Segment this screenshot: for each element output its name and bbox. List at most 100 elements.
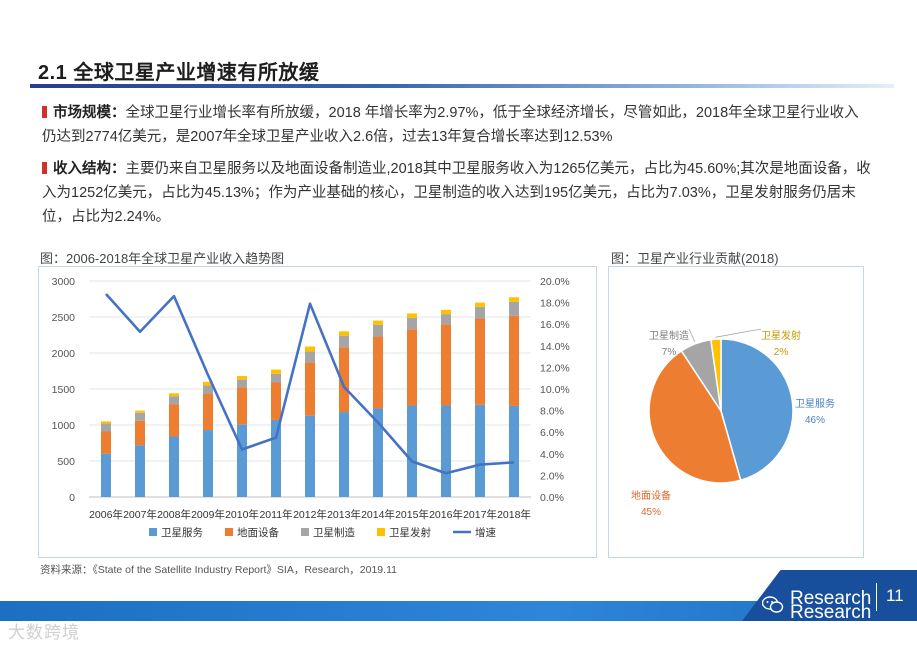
pie-label-value: 46% — [805, 415, 825, 426]
bar-segment-1 — [237, 388, 247, 425]
industry-share-pie: 卫星服务 46% 地面设备 45% 卫星制造 7% 卫星发射 2% — [609, 267, 863, 557]
bar-segment-0 — [339, 412, 349, 497]
bar-segment-1 — [135, 421, 145, 445]
y-tick-label: 3000 — [52, 276, 76, 288]
bar-segment-3 — [101, 421, 111, 423]
bar-segment-2 — [271, 374, 281, 383]
bar-segment-2 — [339, 336, 349, 348]
y2-tick-label: 10.0% — [540, 384, 570, 396]
bar-segment-2 — [441, 314, 451, 324]
bar-segment-1 — [475, 318, 485, 404]
legend-swatch-2 — [301, 528, 309, 536]
bar-segment-2 — [101, 424, 111, 432]
revenue-structure-label: 收入结构： — [53, 161, 126, 177]
y-tick-label: 2000 — [52, 348, 76, 360]
bar-segment-0 — [203, 430, 213, 497]
pie-label-value: 7% — [662, 347, 677, 358]
pie-label-name: 卫星制造 — [649, 329, 689, 342]
logo-text-echo: Research — [790, 603, 871, 622]
bar-segment-0 — [305, 416, 315, 497]
pie-label-name: 地面设备 — [631, 489, 671, 502]
page-number: 11 — [886, 586, 904, 606]
revenue-trend-chart: 0 500 1000 1500 2000 2500 3000 0.0% 2.0% 4.0% 6.0%… — [39, 267, 596, 557]
pie-label-name: 卫星服务 — [795, 397, 835, 410]
source-note: 资料来源：《State of the Satellite Industry Re… — [40, 562, 397, 577]
bar-segment-1 — [407, 329, 417, 405]
x-tick-label: 2011年 — [259, 508, 292, 521]
y2-tick-label: 16.0% — [540, 319, 570, 331]
x-tick-label: 2017年 — [463, 508, 497, 521]
bar-segment-3 — [373, 321, 383, 325]
page-separator — [876, 583, 877, 611]
bar-segment-1 — [509, 316, 519, 406]
y2-tick-label: 2.0% — [540, 470, 564, 482]
bar-segment-3 — [135, 411, 145, 413]
bar-chart-caption: 图：2006-2018年全球卫星产业收入趋势图 — [40, 248, 284, 267]
legend-label-0: 卫星服务 — [161, 526, 203, 539]
bar-segment-3 — [305, 347, 315, 352]
bar-segment-0 — [441, 406, 451, 497]
bar-segment-3 — [475, 303, 485, 307]
bar-segment-1 — [169, 404, 179, 436]
bar-segment-1 — [373, 336, 383, 408]
bar-segment-0 — [271, 420, 281, 497]
market-size-label: 市场规模： — [53, 105, 126, 121]
bar-segment-2 — [203, 385, 213, 394]
bar-segment-3 — [237, 376, 247, 380]
bar-segment-0 — [101, 454, 111, 497]
y-tick-label: 2500 — [52, 312, 76, 324]
legend-swatch-3 — [377, 528, 385, 536]
bullet-marker — [42, 162, 47, 174]
bar-segment-1 — [305, 362, 315, 415]
bar-segment-1 — [271, 383, 281, 420]
legend-swatch-1 — [225, 528, 233, 536]
x-tick-label: 2013年 — [327, 508, 361, 521]
bar-segment-0 — [135, 445, 145, 497]
bar-segment-2 — [169, 396, 179, 404]
legend-line-label: 增速 — [475, 526, 496, 539]
revenue-structure-text: 主要仍来自卫星服务以及地面设备制造业,2018其中卫星服务收入为1265亿美元，… — [42, 161, 871, 225]
bar-segment-1 — [441, 324, 451, 405]
bullet-marker — [42, 106, 47, 118]
x-tick-label: 2010年 — [225, 508, 259, 521]
revenue-structure-paragraph: 收入结构：主要仍来自卫星服务以及地面设备制造业,2018其中卫星服务收入为126… — [42, 157, 872, 229]
legend-label-2: 卫星制造 — [313, 526, 355, 539]
bar-segment-2 — [305, 352, 315, 363]
bar-segment-2 — [135, 413, 145, 421]
bar-segment-0 — [509, 406, 519, 497]
pie-leader-line — [716, 329, 761, 337]
y2-tick-label: 18.0% — [540, 298, 570, 310]
x-tick-label: 2018年 — [497, 508, 531, 521]
x-tick-label: 2007年 — [123, 508, 157, 521]
pie-label-name: 卫星发射 — [761, 329, 801, 342]
title-underline — [30, 84, 894, 88]
x-tick-label: 2012年 — [293, 508, 327, 521]
y2-tick-label: 14.0% — [540, 341, 570, 353]
x-tick-label: 2006年 — [89, 508, 123, 521]
y-tick-label: 0 — [69, 492, 75, 504]
bar-segment-2 — [475, 307, 485, 319]
market-size-paragraph: 市场规模：全球卫星行业增长率有所放缓，2018 年增长率为2.97%，低于全球经… — [42, 101, 872, 149]
pie-chart-panel: 卫星服务 46% 地面设备 45% 卫星制造 7% 卫星发射 2% — [608, 266, 864, 558]
bar-segment-3 — [169, 393, 179, 396]
x-tick-label: 2008年 — [157, 508, 191, 521]
bar-chart-panel: 0 500 1000 1500 2000 2500 3000 0.0% 2.0% 4.0% 6.0%… — [38, 266, 597, 558]
bar-segment-0 — [475, 405, 485, 497]
x-tick-label: 2014年 — [361, 508, 395, 521]
bar-segment-2 — [373, 325, 383, 337]
y2-tick-label: 4.0% — [540, 449, 564, 461]
bar-segment-3 — [407, 313, 417, 317]
wechat-icon — [762, 596, 784, 614]
bar-segment-3 — [271, 370, 281, 374]
bar-segment-3 — [509, 297, 519, 301]
y2-tick-label: 20.0% — [540, 276, 570, 288]
bar-segment-0 — [169, 437, 179, 497]
y2-tick-label: 0.0% — [540, 492, 564, 504]
bar-segment-2 — [237, 380, 247, 388]
market-size-text: 全球卫星行业增长率有所放缓，2018 年增长率为2.97%，低于全球经济增长，尽… — [42, 105, 859, 145]
x-tick-label: 2015年 — [395, 508, 429, 521]
y2-tick-label: 8.0% — [540, 406, 564, 418]
y-tick-label: 500 — [57, 456, 75, 468]
legend-swatch-0 — [149, 528, 157, 536]
y-tick-label: 1000 — [52, 420, 76, 432]
